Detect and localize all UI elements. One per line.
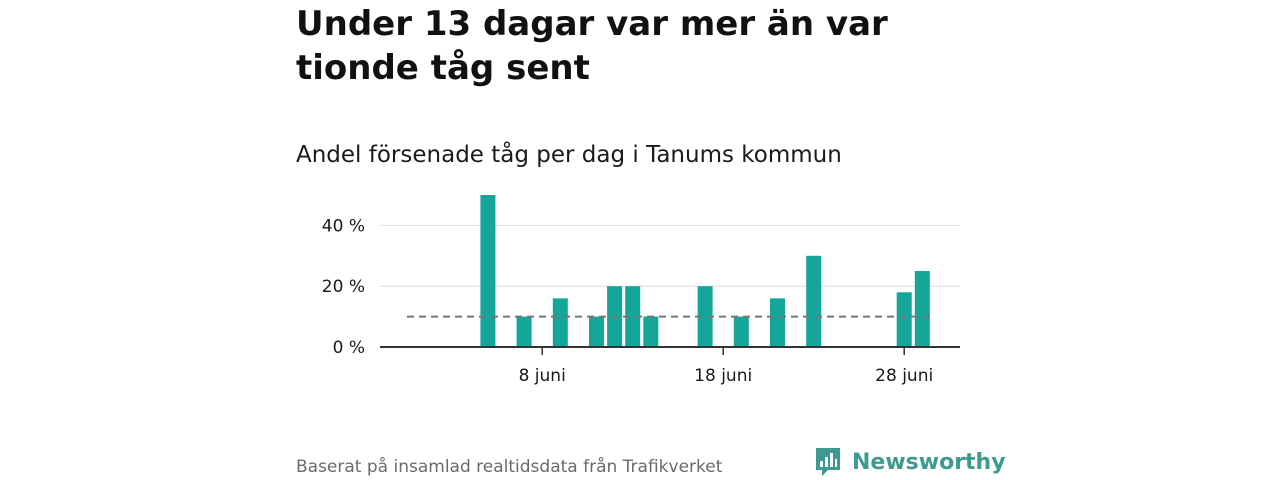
bar (589, 316, 604, 347)
bar-chart: 0 % 20 % 40 % 8 juni 18 juni 28 juni (322, 195, 960, 386)
bar (806, 255, 822, 347)
bar (480, 195, 496, 347)
bar (914, 271, 930, 347)
newsworthy-bar-chart-logo-icon (816, 448, 840, 476)
y-tick-label: 0 % (333, 338, 365, 358)
bar (697, 286, 713, 347)
brand-name: Newsworthy (852, 449, 1006, 475)
x-tick-label: 28 juni (875, 366, 933, 386)
bar (896, 292, 912, 347)
x-tick-label: 8 juni (519, 366, 566, 386)
source-note: Baserat på insamlad realtidsdata från Tr… (296, 457, 723, 477)
bar (643, 316, 659, 347)
bar (733, 316, 749, 347)
bar (552, 298, 568, 347)
bar (770, 298, 785, 347)
chart-title: Under 13 dagar var mer än var tionde tåg… (296, 4, 888, 88)
y-tick-label: 20 % (322, 277, 365, 297)
brand-logo: Newsworthy (814, 446, 1006, 478)
x-tick-label: 18 juni (694, 366, 752, 386)
bar (516, 316, 532, 347)
y-tick-label: 40 % (322, 216, 365, 236)
bar (625, 286, 641, 347)
chart-subtitle: Andel försenade tåg per dag i Tanums kom… (296, 142, 842, 168)
